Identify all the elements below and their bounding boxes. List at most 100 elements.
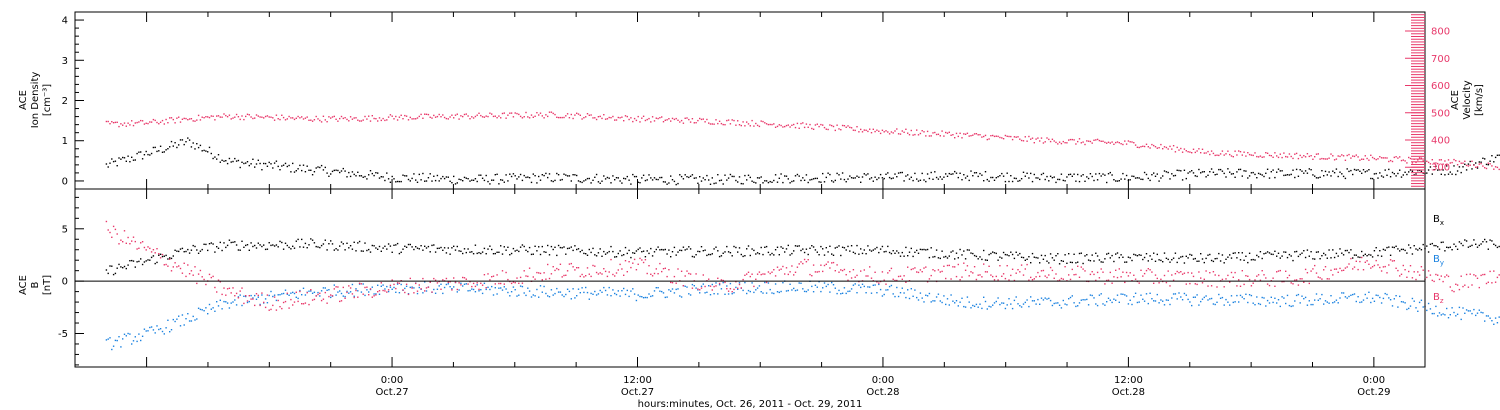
bx-point xyxy=(876,246,878,249)
velocity-point xyxy=(621,116,623,118)
velocity-point xyxy=(986,138,988,141)
bz-point xyxy=(1417,271,1419,273)
velocity-point xyxy=(1129,141,1131,143)
velocity-point xyxy=(326,121,328,123)
density-point xyxy=(820,181,822,183)
bx-point xyxy=(237,249,240,251)
by-point xyxy=(1473,308,1475,311)
bz-point xyxy=(881,271,884,273)
bz-point xyxy=(1154,274,1157,276)
by-point xyxy=(1183,292,1186,295)
velocity-point xyxy=(834,129,836,132)
density-point xyxy=(454,183,457,185)
bz-point xyxy=(1176,270,1178,273)
bz-point xyxy=(1314,264,1316,267)
density-point xyxy=(1140,178,1142,180)
bz-point xyxy=(1306,272,1309,274)
bz-point xyxy=(1248,278,1251,281)
density-point xyxy=(1172,175,1175,177)
density-point xyxy=(405,175,408,177)
velocity-point xyxy=(639,121,641,123)
by-point xyxy=(1279,305,1281,308)
bz-point xyxy=(518,282,520,284)
velocity-point xyxy=(116,121,118,123)
bx-point xyxy=(1020,256,1023,258)
by-point xyxy=(281,293,283,295)
by-point xyxy=(888,285,891,288)
density-point xyxy=(963,174,965,176)
bz-point xyxy=(756,273,759,275)
by-point xyxy=(1348,295,1350,298)
bx-point xyxy=(737,251,739,253)
bz-point xyxy=(214,286,216,289)
velocity-point xyxy=(335,118,337,120)
bz-point xyxy=(753,285,755,288)
bx-point xyxy=(471,251,473,253)
by-point xyxy=(1218,293,1220,296)
bx-point xyxy=(1310,251,1312,253)
by-point xyxy=(1185,294,1187,296)
bz-point xyxy=(1048,274,1050,276)
velocity-point xyxy=(1243,151,1245,153)
bz-point xyxy=(1073,274,1075,276)
by-point xyxy=(941,301,943,304)
velocity-point xyxy=(1449,162,1451,164)
by-point xyxy=(945,303,947,306)
bz-point xyxy=(863,269,865,271)
bz-point xyxy=(1375,259,1377,262)
velocity-point xyxy=(1440,159,1442,161)
bz-point xyxy=(1058,279,1061,281)
density-point xyxy=(1437,169,1439,171)
bz-point xyxy=(1006,265,1008,267)
bx-point xyxy=(478,252,480,254)
velocity-point xyxy=(509,112,511,114)
bz-point xyxy=(1026,263,1028,266)
density-point xyxy=(1487,164,1489,166)
density-point xyxy=(346,176,348,178)
bz-point xyxy=(769,272,771,275)
bz-point xyxy=(239,290,241,292)
bz-point xyxy=(212,275,214,278)
velocity-point xyxy=(1174,151,1177,153)
bz-point xyxy=(1209,272,1211,274)
velocity-point xyxy=(377,120,379,122)
by-point xyxy=(1013,299,1016,302)
bx-point xyxy=(603,250,605,253)
bz-point xyxy=(1388,264,1390,266)
velocity-point xyxy=(1277,156,1280,159)
velocity-point xyxy=(387,116,390,118)
density-point xyxy=(644,179,647,182)
by-point xyxy=(140,339,142,342)
velocity-point xyxy=(1069,138,1072,141)
density-point xyxy=(1039,178,1041,181)
bz-point xyxy=(742,278,744,281)
b-tick-label: -5 xyxy=(58,329,68,340)
velocity-point xyxy=(599,115,601,118)
by-point xyxy=(988,305,990,308)
velocity-point xyxy=(597,116,600,118)
velocity-point xyxy=(284,119,287,121)
bz-point xyxy=(235,292,238,295)
bz-point xyxy=(472,282,475,285)
bx-point xyxy=(1091,254,1093,256)
density-point xyxy=(259,162,261,165)
bx-point xyxy=(1127,256,1130,258)
bz-point xyxy=(709,285,712,287)
density-point xyxy=(856,175,858,177)
density-point xyxy=(746,179,748,181)
bz-point xyxy=(250,298,252,300)
by-point xyxy=(585,286,587,289)
bx-point xyxy=(860,248,862,250)
bx-point xyxy=(539,253,542,256)
density-point xyxy=(1295,168,1298,171)
velocity-point xyxy=(420,113,422,116)
velocity-point xyxy=(577,113,580,115)
velocity-point xyxy=(1017,136,1019,138)
bx-point xyxy=(387,243,390,245)
bx-point xyxy=(1031,252,1034,255)
bz-point xyxy=(671,282,674,284)
density-point xyxy=(1102,173,1104,175)
b-title-line3: [nT] xyxy=(42,275,53,295)
velocity-point xyxy=(1420,157,1423,159)
by-point xyxy=(677,288,679,290)
